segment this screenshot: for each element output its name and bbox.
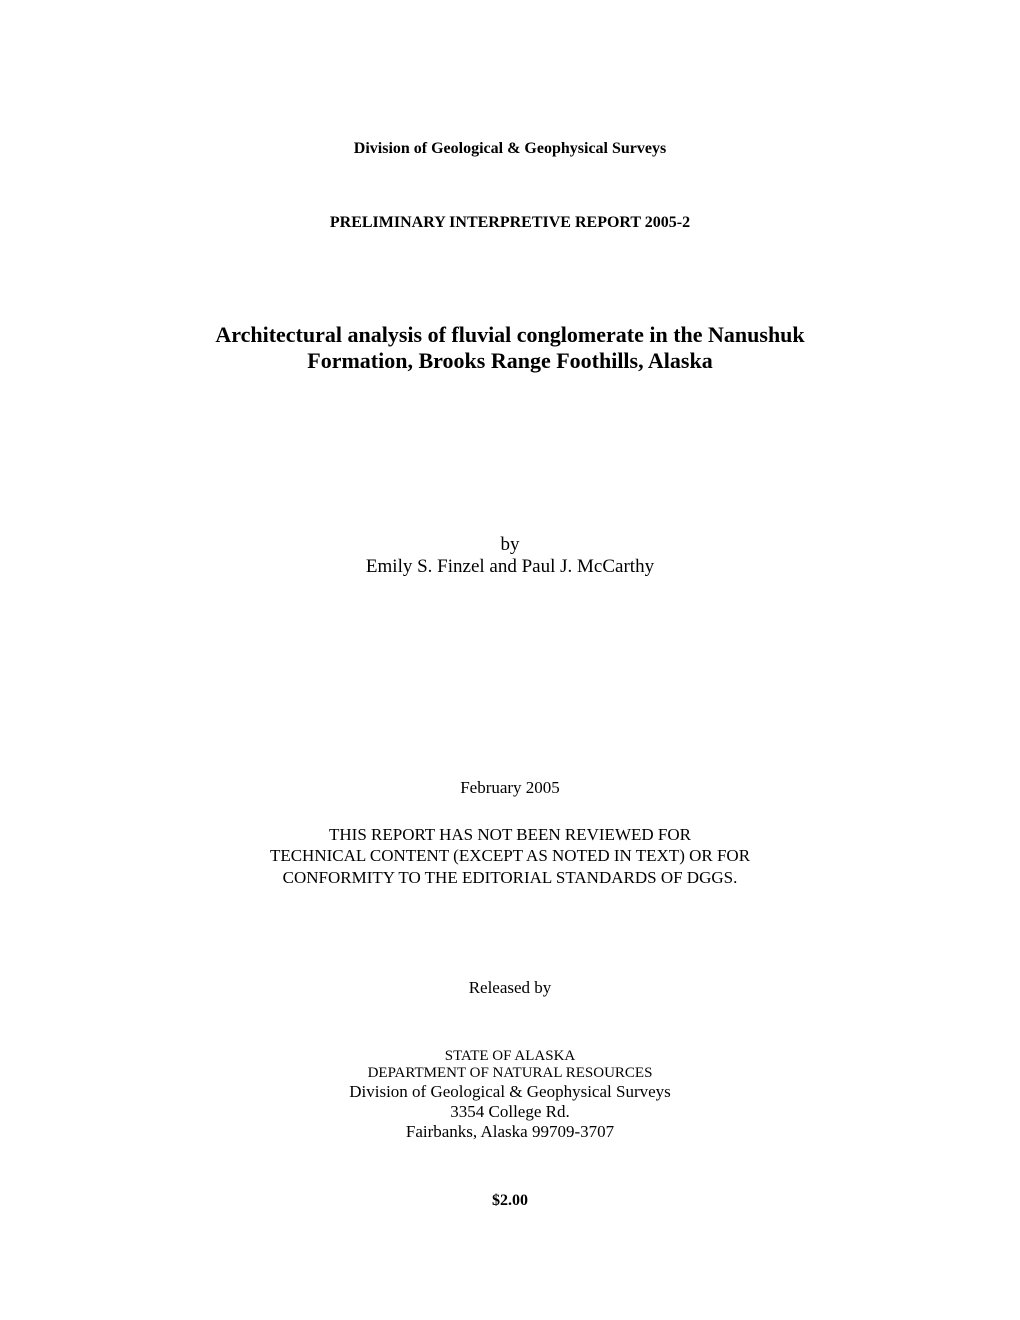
disclaimer-line2: TECHNICAL CONTENT (EXCEPT AS NOTED IN TE… [100,845,920,866]
released-by-label: Released by [100,978,920,998]
agency-dept: DEPARTMENT OF NATURAL RESOURCES [100,1065,920,1082]
agency-city: Fairbanks, Alaska 99709-3707 [100,1122,920,1142]
author-names: Emily S. Finzel and Paul J. McCarthy [100,556,920,578]
publication-date: February 2005 [100,778,920,798]
agency-state: STATE OF ALASKA [100,1048,920,1065]
document-title: Architectural analysis of fluvial conglo… [100,322,920,374]
disclaimer-line3: CONFORMITY TO THE EDITORIAL STANDARDS OF… [100,867,920,888]
authors-block: by Emily S. Finzel and Paul J. McCarthy [100,534,920,578]
division-header: Division of Geological & Geophysical Sur… [100,140,920,158]
agency-division: Division of Geological & Geophysical Sur… [100,1082,920,1102]
agency-block: STATE OF ALASKA DEPARTMENT OF NATURAL RE… [100,1048,920,1142]
disclaimer-line1: THIS REPORT HAS NOT BEEN REVIEWED FOR [100,824,920,845]
agency-street: 3354 College Rd. [100,1102,920,1122]
report-label: PRELIMINARY INTERPRETIVE REPORT 2005-2 [100,214,920,232]
title-line1: Architectural analysis of fluvial conglo… [100,322,920,348]
title-line2: Formation, Brooks Range Foothills, Alask… [100,348,920,374]
by-label: by [100,534,920,556]
disclaimer-text: THIS REPORT HAS NOT BEEN REVIEWED FOR TE… [100,824,920,888]
price: $2.00 [100,1192,920,1210]
